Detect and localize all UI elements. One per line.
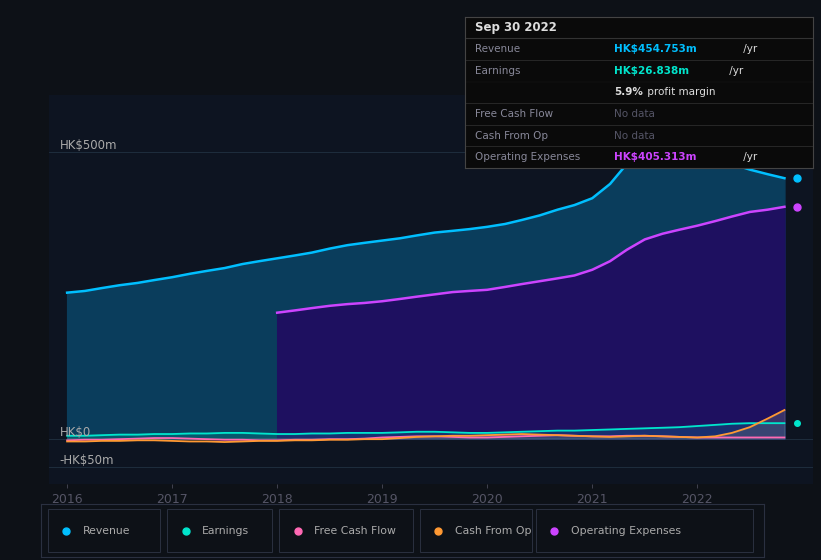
Text: Earnings: Earnings bbox=[475, 66, 521, 76]
Text: /yr: /yr bbox=[740, 44, 757, 54]
Text: Cash From Op: Cash From Op bbox=[455, 526, 531, 535]
Text: Free Cash Flow: Free Cash Flow bbox=[475, 109, 553, 119]
Text: 5.9%: 5.9% bbox=[614, 87, 643, 97]
Text: HK$500m: HK$500m bbox=[60, 139, 117, 152]
Text: HK$0: HK$0 bbox=[60, 426, 91, 438]
Text: Earnings: Earnings bbox=[202, 526, 250, 535]
Text: -HK$50m: -HK$50m bbox=[60, 454, 114, 467]
Text: Revenue: Revenue bbox=[83, 526, 131, 535]
Text: HK$405.313m: HK$405.313m bbox=[614, 152, 697, 162]
Bar bbox=[48, 510, 160, 552]
Text: No data: No data bbox=[614, 130, 655, 141]
Text: No data: No data bbox=[614, 109, 655, 119]
Bar bbox=[167, 510, 273, 552]
Text: HK$26.838m: HK$26.838m bbox=[614, 66, 690, 76]
Text: /yr: /yr bbox=[726, 66, 743, 76]
Text: /yr: /yr bbox=[740, 152, 757, 162]
Bar bbox=[536, 510, 753, 552]
Text: profit margin: profit margin bbox=[644, 87, 715, 97]
Text: Sep 30 2022: Sep 30 2022 bbox=[475, 21, 557, 34]
Text: Operating Expenses: Operating Expenses bbox=[475, 152, 580, 162]
Text: Revenue: Revenue bbox=[475, 44, 521, 54]
Text: Cash From Op: Cash From Op bbox=[475, 130, 548, 141]
Text: Free Cash Flow: Free Cash Flow bbox=[314, 526, 396, 535]
Bar bbox=[420, 510, 532, 552]
Text: HK$454.753m: HK$454.753m bbox=[614, 44, 697, 54]
Bar bbox=[279, 510, 413, 552]
Text: Operating Expenses: Operating Expenses bbox=[571, 526, 681, 535]
